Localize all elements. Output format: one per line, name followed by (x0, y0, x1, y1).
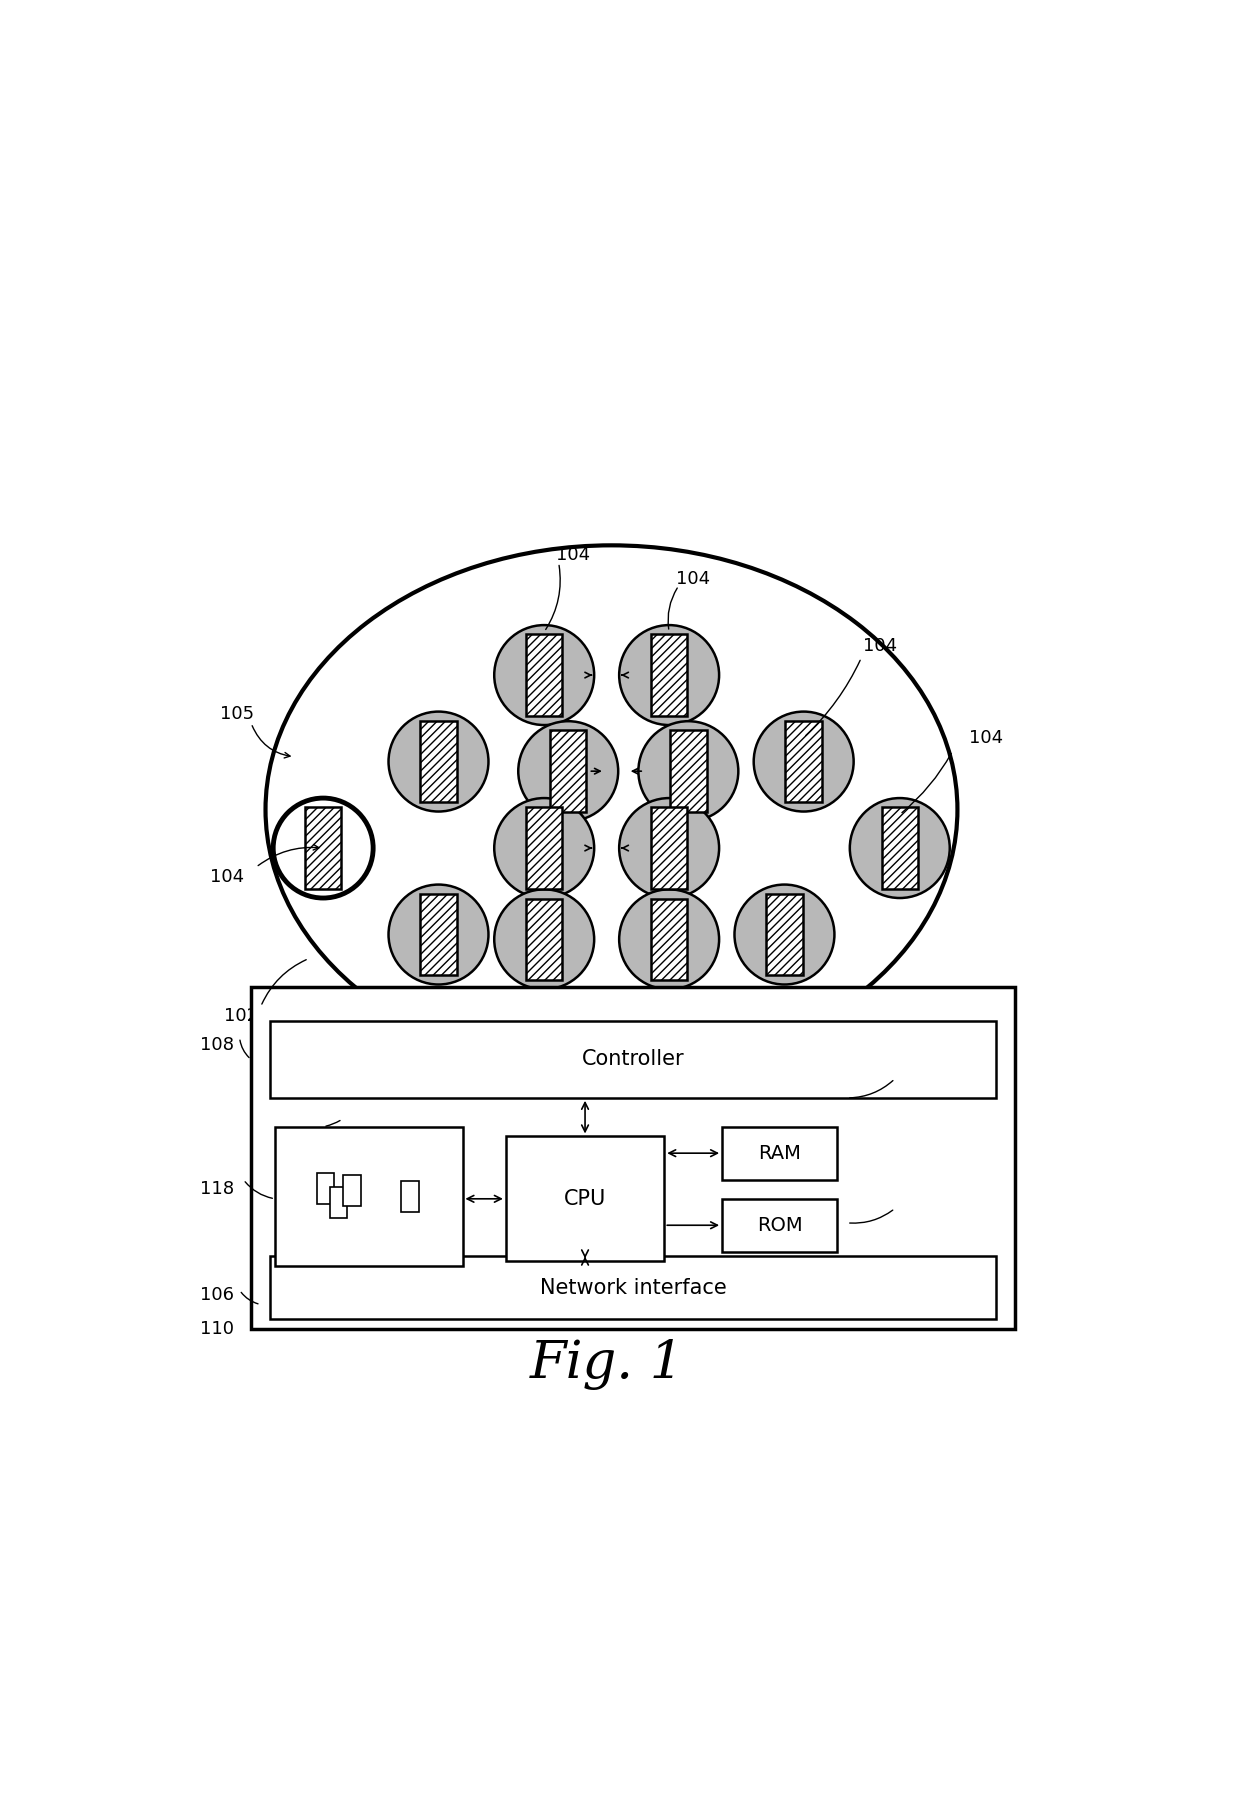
Bar (651, 898, 687, 981)
Bar (526, 635, 563, 716)
Bar (785, 721, 822, 802)
Bar (270, 1257, 996, 1320)
Text: Fig. 1: Fig. 1 (529, 1338, 683, 1390)
Ellipse shape (265, 545, 957, 1075)
Bar (270, 1020, 996, 1098)
Text: 105: 105 (219, 705, 254, 723)
Bar (330, 1186, 347, 1217)
Text: 118: 118 (201, 1181, 234, 1199)
Bar (275, 1127, 463, 1266)
Text: CPU: CPU (564, 1188, 606, 1208)
Circle shape (639, 721, 738, 820)
Circle shape (619, 799, 719, 898)
Text: RAM: RAM (758, 1143, 801, 1163)
Text: 120: 120 (432, 1262, 465, 1280)
Bar (420, 894, 456, 975)
Circle shape (518, 721, 619, 820)
Bar (305, 808, 341, 889)
Bar (551, 730, 587, 811)
Text: 104: 104 (556, 546, 590, 564)
Bar (882, 808, 918, 889)
Bar (670, 730, 707, 811)
Circle shape (754, 712, 853, 811)
Circle shape (619, 626, 719, 725)
Circle shape (619, 889, 719, 990)
Text: 114: 114 (901, 1060, 936, 1078)
Text: 104: 104 (970, 728, 1003, 746)
Circle shape (495, 889, 594, 990)
Text: 104: 104 (676, 570, 711, 588)
Bar (506, 1136, 665, 1262)
Text: Network interface: Network interface (539, 1278, 727, 1298)
Circle shape (273, 799, 373, 898)
Text: 108: 108 (201, 1037, 234, 1055)
Circle shape (734, 885, 835, 984)
Circle shape (495, 626, 594, 725)
Bar (651, 808, 687, 889)
Text: 104: 104 (210, 867, 244, 885)
Text: 110: 110 (201, 1320, 234, 1338)
Bar (250, 988, 1016, 1329)
Bar (316, 1174, 334, 1204)
Bar (722, 1127, 837, 1179)
Bar (402, 1181, 419, 1212)
Text: 122: 122 (316, 1103, 350, 1121)
Circle shape (388, 885, 489, 984)
Text: 102: 102 (224, 1008, 259, 1026)
Bar (722, 1199, 837, 1251)
Circle shape (495, 799, 594, 898)
Circle shape (849, 799, 950, 898)
Text: ROM: ROM (756, 1215, 802, 1235)
Circle shape (388, 712, 489, 811)
Text: 116: 116 (901, 1195, 936, 1213)
Text: 106: 106 (201, 1286, 234, 1304)
Text: 104: 104 (863, 636, 898, 654)
Bar (651, 635, 687, 716)
Bar (526, 808, 563, 889)
Bar (526, 898, 563, 981)
Bar (420, 721, 456, 802)
Bar (766, 894, 802, 975)
Text: 112: 112 (508, 1262, 542, 1280)
Bar (343, 1176, 361, 1206)
Text: Controller: Controller (582, 1049, 684, 1069)
